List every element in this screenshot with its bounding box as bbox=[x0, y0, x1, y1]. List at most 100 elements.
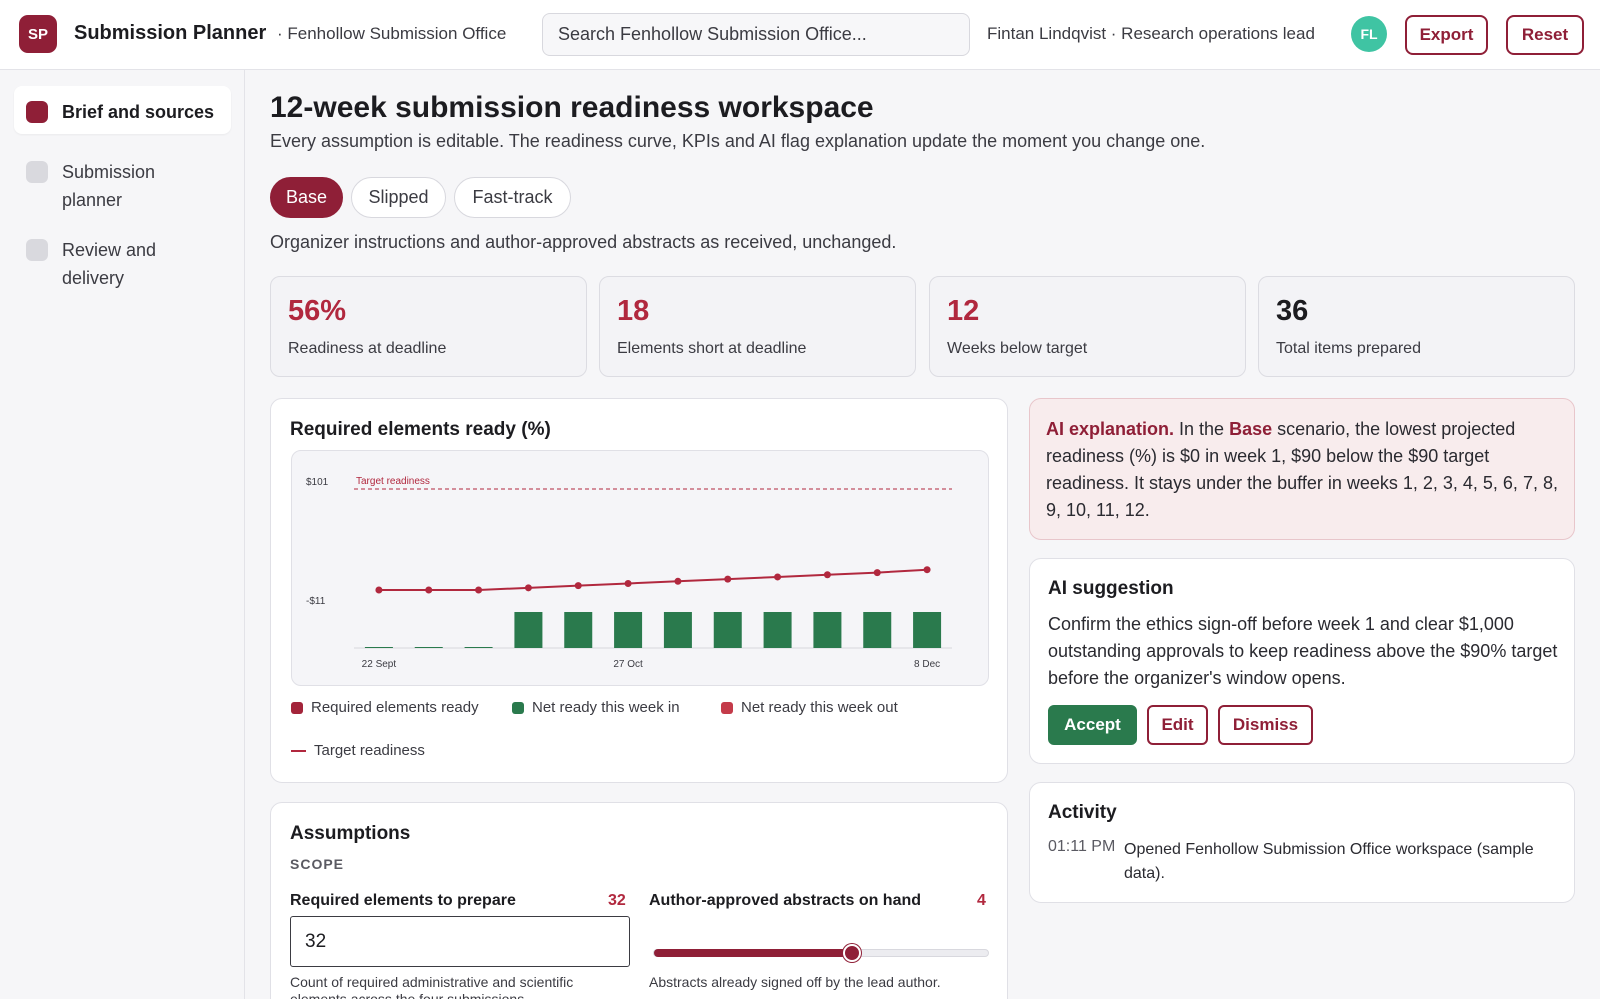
reset-button[interactable]: Reset bbox=[1506, 15, 1584, 55]
x-tick-label: 27 Oct bbox=[613, 659, 643, 670]
x-tick-label: 22 Sept bbox=[362, 659, 397, 670]
ai-explanation-pre: In the bbox=[1174, 419, 1230, 439]
point-required-ready-week-10 bbox=[823, 571, 831, 579]
target-label: Target readiness bbox=[356, 476, 430, 487]
help-text-abstracts: Abstracts already signed off by the lead… bbox=[649, 974, 941, 990]
abstracts-slider[interactable] bbox=[653, 944, 989, 962]
nav-status-icon bbox=[26, 101, 48, 123]
legend-line-swatch bbox=[291, 749, 306, 752]
activity-title: Activity bbox=[1048, 802, 1117, 823]
assumptions-section-label: SCOPE bbox=[290, 856, 345, 872]
avatar[interactable]: FL bbox=[1351, 16, 1387, 52]
legend-label: Required elements ready bbox=[311, 699, 479, 716]
kpi-label: Total items prepared bbox=[1276, 340, 1421, 357]
sidebar: Brief and sources Submission planner Rev… bbox=[0, 70, 245, 999]
search-input[interactable] bbox=[542, 13, 970, 56]
ai-explanation-scenario: Base bbox=[1229, 419, 1273, 439]
page-title: 12-week submission readiness workspace bbox=[270, 91, 874, 124]
scenario-tab-slipped[interactable]: Slipped bbox=[351, 177, 446, 218]
top-bar: SP Submission Planner · Fenhollow Submis… bbox=[0, 0, 1600, 70]
kpi-value: 12 bbox=[947, 295, 980, 327]
org-name: · Fenhollow Submission Office bbox=[277, 24, 507, 43]
readiness-chart-card: Required elements ready (%) $101 -$11 Targ… bbox=[270, 398, 1008, 783]
dismiss-button[interactable]: Dismiss bbox=[1218, 705, 1313, 745]
bar-net-in-week-2 bbox=[414, 647, 443, 648]
user-name: Fintan Lindqvist · Research operations l… bbox=[987, 24, 1315, 43]
legend-swatch bbox=[721, 701, 733, 714]
field-value-abstracts-on-hand: 4 bbox=[977, 892, 986, 909]
point-required-ready-week-9 bbox=[774, 573, 782, 581]
point-required-ready-week-2 bbox=[425, 586, 433, 594]
slider-thumb[interactable] bbox=[843, 944, 862, 962]
legend-item-target: Target readiness bbox=[291, 742, 425, 759]
sidebar-item-label: Brief and sources bbox=[62, 102, 215, 122]
kpi-card-elements-short: 18 Elements short at deadline bbox=[599, 276, 916, 377]
ai-suggestion-title: AI suggestion bbox=[1048, 578, 1174, 599]
point-required-ready-week-11 bbox=[873, 569, 881, 577]
legend-item-required-ready: Required elements ready bbox=[291, 699, 479, 716]
page-subtitle: Every assumption is editable. The readin… bbox=[270, 131, 1206, 151]
kpi-value: 18 bbox=[617, 295, 650, 327]
ai-suggestion-text: Confirm the ethics sign-off before week … bbox=[1048, 614, 1558, 688]
scenario-description: Organizer instructions and author-approv… bbox=[270, 232, 897, 252]
legend-item-net-in: Net ready this week in bbox=[512, 699, 680, 716]
chart-title: Required elements ready (%) bbox=[290, 419, 551, 440]
bar-net-in-week-4 bbox=[514, 612, 543, 648]
nav-status-icon bbox=[26, 161, 48, 183]
point-required-ready-week-1 bbox=[375, 586, 383, 594]
point-required-ready-week-12 bbox=[923, 566, 931, 574]
legend-label: Net ready this week out bbox=[741, 699, 898, 716]
bar-net-in-week-7 bbox=[663, 612, 692, 648]
bar-net-in-week-6 bbox=[614, 612, 643, 648]
kpi-label: Readiness at deadline bbox=[288, 340, 447, 357]
kpi-label: Weeks below target bbox=[947, 340, 1088, 357]
activity-text: Opened Fenhollow Submission Office works… bbox=[1124, 841, 1534, 882]
app-title: Submission Planner bbox=[74, 22, 267, 44]
field-value-required-elements: 32 bbox=[608, 892, 626, 909]
legend-item-net-out: Net ready this week out bbox=[721, 699, 898, 716]
legend-swatch bbox=[512, 701, 524, 714]
bar-net-in-week-3 bbox=[464, 647, 493, 648]
y-tick-label-bottom: -$11 bbox=[306, 596, 326, 607]
bar-net-in-week-9 bbox=[763, 612, 792, 648]
sidebar-item-brief-and-sources[interactable]: Brief and sources bbox=[14, 86, 231, 134]
sidebar-item-label: Review and delivery bbox=[62, 240, 157, 288]
export-button[interactable]: Export bbox=[1405, 15, 1488, 55]
legend-swatch bbox=[291, 701, 303, 714]
kpi-value: 56% bbox=[288, 295, 347, 327]
activity-card: Activity 01:11 PM Opened Fenhollow Submi… bbox=[1029, 782, 1575, 903]
line-required-ready bbox=[378, 568, 928, 591]
scenario-tab-base[interactable]: Base bbox=[270, 177, 343, 218]
assumptions-card: Assumptions SCOPE Required elements to p… bbox=[270, 802, 1008, 999]
y-tick-label-top: $101 bbox=[306, 477, 329, 488]
ai-explanation-card: AI explanation. In the Base scenario, th… bbox=[1029, 398, 1575, 540]
kpi-value: 36 bbox=[1276, 295, 1309, 327]
slider-fill bbox=[654, 949, 853, 957]
sidebar-item-submission-planner[interactable]: Submission planner bbox=[14, 146, 231, 216]
x-tick-label: 8 Dec bbox=[914, 659, 940, 670]
kpi-card-readiness: 56% Readiness at deadline bbox=[270, 276, 587, 377]
bar-net-in-week-8 bbox=[713, 612, 742, 648]
field-label-abstracts-on-hand: Author-approved abstracts on hand bbox=[649, 892, 922, 909]
sidebar-item-review-and-delivery[interactable]: Review and delivery bbox=[14, 224, 231, 294]
activity-time: 01:11 PM bbox=[1048, 838, 1116, 855]
readiness-chart: $101 -$11 Target readiness 22 Sept 27 Oct 8 D… bbox=[306, 476, 952, 670]
nav-status-icon bbox=[26, 239, 48, 261]
bar-net-in-week-5 bbox=[564, 612, 593, 648]
edit-button[interactable]: Edit bbox=[1147, 705, 1208, 745]
assumptions-title: Assumptions bbox=[290, 823, 411, 844]
point-required-ready-week-7 bbox=[674, 577, 682, 585]
chart-area: $101 -$11 Target readiness 22 Sept 27 Oct 8 D… bbox=[291, 450, 989, 686]
point-required-ready-week-5 bbox=[574, 582, 582, 590]
scenario-tab-fast-track[interactable]: Fast-track bbox=[454, 177, 571, 218]
required-elements-input[interactable] bbox=[290, 916, 630, 967]
kpi-card-total-items: 36 Total items prepared bbox=[1258, 276, 1575, 377]
bar-net-in-week-11 bbox=[863, 612, 892, 648]
app-logo: SP bbox=[19, 15, 57, 53]
ai-explanation-body: scenario, the lowest projected readiness… bbox=[1046, 419, 1558, 520]
accept-button[interactable]: Accept bbox=[1048, 705, 1137, 745]
kpi-card-weeks-below: 12 Weeks below target bbox=[929, 276, 1246, 377]
ai-suggestion-card: AI suggestion Confirm the ethics sign-of… bbox=[1029, 558, 1575, 764]
point-required-ready-week-8 bbox=[724, 575, 732, 583]
sidebar-item-label: Submission planner bbox=[62, 162, 156, 210]
